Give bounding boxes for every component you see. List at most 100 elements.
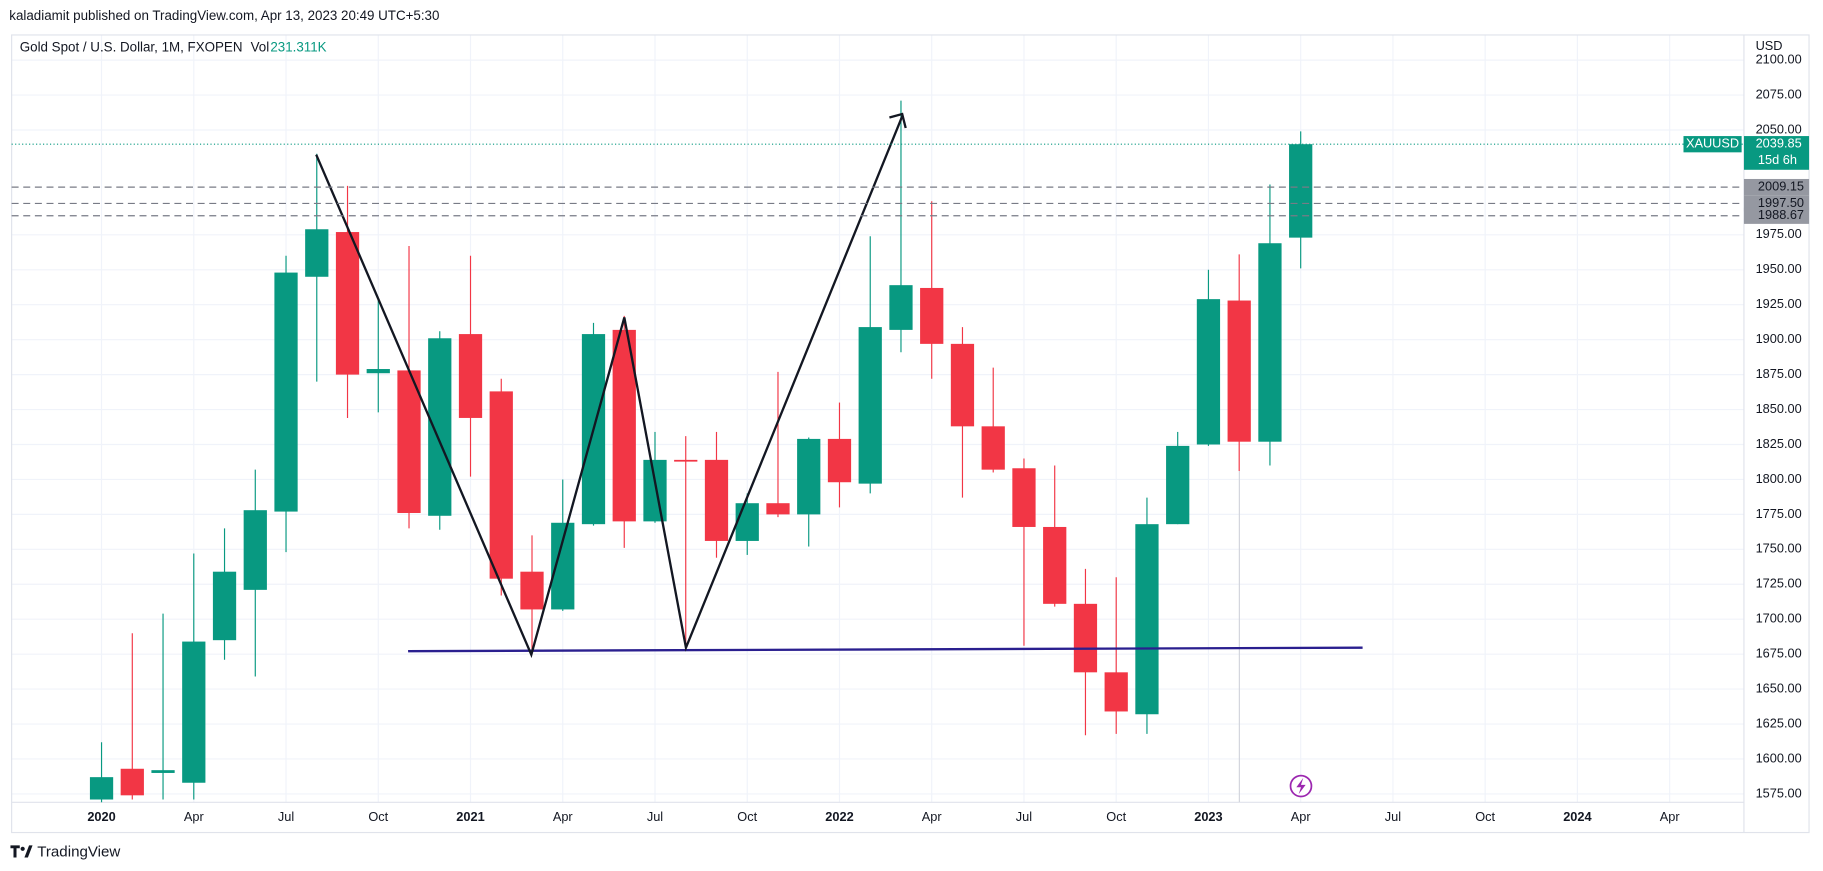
candle-body bbox=[182, 641, 206, 783]
x-tick-label: Oct bbox=[737, 809, 757, 824]
tradingview-logo: TradingView bbox=[10, 843, 120, 860]
candle-body bbox=[1073, 603, 1098, 673]
x-tick-label: 2022 bbox=[825, 809, 853, 824]
candle-body bbox=[274, 272, 298, 512]
y-tick-label: 2075.00 bbox=[1756, 86, 1802, 101]
x-tick-label: Jul bbox=[1385, 809, 1401, 824]
candle-body bbox=[981, 426, 1005, 470]
candle-body bbox=[889, 285, 913, 330]
candle-body bbox=[950, 343, 975, 427]
y-tick-label: 1900.00 bbox=[1756, 331, 1802, 346]
candle-body bbox=[520, 571, 544, 610]
price-level-box bbox=[1743, 207, 1810, 224]
x-tick-label: Apr bbox=[922, 809, 943, 824]
y-tick-label: 1875.00 bbox=[1756, 366, 1802, 381]
candle-body bbox=[366, 369, 390, 374]
y-tick-label: 1750.00 bbox=[1756, 541, 1802, 556]
candle-body bbox=[151, 770, 175, 773]
x-tick-label: 2024 bbox=[1563, 809, 1592, 824]
y-tick-label: 1775.00 bbox=[1756, 506, 1802, 521]
x-tick-label: Apr bbox=[184, 809, 205, 824]
symbol-label: XAUUSD bbox=[1686, 136, 1739, 151]
x-tick-label: Jul bbox=[278, 809, 294, 824]
candle-body bbox=[89, 777, 114, 800]
last-price-label: 2039.85 bbox=[1756, 136, 1802, 151]
x-tick-label: 2021 bbox=[456, 809, 484, 824]
y-tick-label: 2100.00 bbox=[1756, 52, 1802, 67]
zigzag-pattern bbox=[315, 115, 904, 659]
x-tick-label: Jul bbox=[1016, 809, 1032, 824]
y-tick-label: 2050.00 bbox=[1756, 121, 1802, 136]
price-level-box bbox=[1743, 178, 1810, 196]
last-price-box bbox=[1743, 136, 1810, 170]
y-tick-label: 1975.00 bbox=[1756, 226, 1802, 241]
x-tick-label: 2023 bbox=[1194, 809, 1222, 824]
chart-frame bbox=[11, 34, 1810, 834]
y-tick-label: 1925.00 bbox=[1756, 296, 1802, 311]
price-level-box bbox=[1743, 195, 1810, 212]
symbol-legend: Gold Spot / U.S. Dollar, 1M, FXOPEN bbox=[20, 39, 243, 54]
candle-body bbox=[489, 391, 513, 579]
candle-body bbox=[1104, 672, 1128, 712]
x-tick-label: Apr bbox=[553, 809, 574, 824]
y-tick-label: 1675.00 bbox=[1756, 646, 1802, 661]
candle-body bbox=[858, 327, 882, 484]
price-level-label: 1988.67 bbox=[1758, 207, 1804, 222]
candle-body bbox=[612, 329, 636, 522]
x-tick-label: Apr bbox=[1291, 809, 1312, 824]
candle-body bbox=[704, 459, 729, 541]
price-level-label: 1997.50 bbox=[1758, 195, 1804, 210]
candle-body bbox=[643, 459, 667, 522]
candle-body bbox=[428, 338, 452, 516]
x-tick-label: Oct bbox=[1106, 809, 1126, 824]
drawings bbox=[315, 112, 1363, 803]
candle-body bbox=[1012, 468, 1036, 527]
alert-icon[interactable] bbox=[1289, 774, 1313, 798]
y-tick-label: 1625.00 bbox=[1756, 715, 1802, 730]
candle-body bbox=[1196, 299, 1221, 445]
price-level-label: 2009.15 bbox=[1758, 178, 1804, 193]
y-tick-label: 1850.00 bbox=[1756, 401, 1802, 416]
candle-body bbox=[1043, 526, 1067, 604]
candle-body bbox=[551, 522, 575, 610]
y-tick-label: 1700.00 bbox=[1756, 611, 1802, 626]
candle-body bbox=[735, 503, 759, 541]
y-tick-label: 1575.00 bbox=[1756, 785, 1802, 800]
x-tick-label: 2020 bbox=[87, 809, 115, 824]
y-tick-label: 1825.00 bbox=[1756, 436, 1802, 451]
candle-body bbox=[458, 334, 483, 418]
countdown-label: 15d 6h bbox=[1758, 152, 1797, 167]
x-tick-label: Jul bbox=[647, 809, 663, 824]
footer-brand: TradingView bbox=[37, 843, 120, 860]
symbol-box bbox=[1683, 136, 1742, 153]
x-tick-label: Oct bbox=[368, 809, 388, 824]
y-tick-label: 1950.00 bbox=[1756, 261, 1802, 276]
currency-label: USD bbox=[1756, 38, 1783, 53]
candle-body bbox=[766, 503, 790, 515]
candles bbox=[89, 100, 1313, 803]
candle-body bbox=[797, 438, 821, 515]
candle-body bbox=[827, 438, 852, 483]
y-tick-label: 1650.00 bbox=[1756, 680, 1802, 695]
candle-body bbox=[920, 287, 944, 344]
candle-body bbox=[1135, 524, 1159, 715]
x-tick-label: Apr bbox=[1660, 809, 1681, 824]
axes: 1575.00 1600.00 1625.00 1650.00 1675.00 1700.… bbox=[11, 52, 1810, 824]
y-tick-label: 1800.00 bbox=[1756, 471, 1802, 486]
candle-body bbox=[305, 229, 329, 277]
candle-body bbox=[120, 768, 144, 796]
candle-body bbox=[1289, 144, 1313, 238]
x-tick-label: Oct bbox=[1475, 809, 1495, 824]
y-tick-label: 1725.00 bbox=[1756, 576, 1802, 591]
candle-body bbox=[1166, 445, 1190, 525]
candle-body bbox=[1227, 300, 1251, 442]
publish-header: kaladiamit published on TradingView.com,… bbox=[9, 8, 439, 23]
candle-body bbox=[212, 571, 237, 641]
arrow-head bbox=[889, 112, 907, 129]
candle-body bbox=[243, 510, 267, 590]
candle-body bbox=[1258, 243, 1282, 442]
candle-body bbox=[397, 370, 421, 513]
volume-value: 231.311K bbox=[270, 39, 326, 54]
volume-label: Vol bbox=[251, 39, 270, 54]
